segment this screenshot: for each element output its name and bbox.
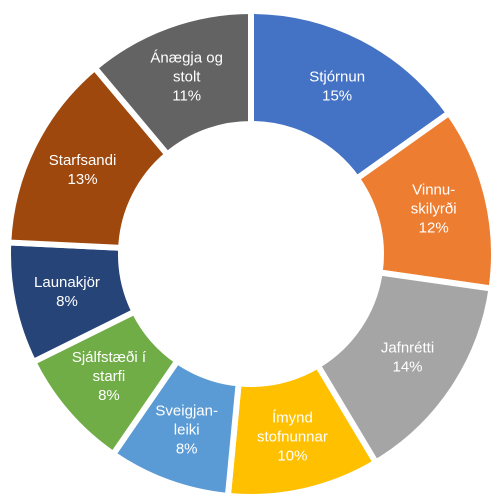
value-label: 12%: [419, 220, 449, 237]
segment-label: Jafnrétti: [381, 340, 434, 357]
value-label: 8%: [176, 441, 198, 458]
value-label: 11%: [172, 87, 201, 104]
value-label: 8%: [98, 387, 120, 404]
segment-label: Vinnu-skilyrði: [411, 182, 457, 218]
value-label: 14%: [393, 359, 423, 376]
donut-segment: [90, 7, 254, 159]
segment-label: Starfsandi: [49, 152, 117, 169]
value-label: 13%: [68, 171, 98, 188]
value-label: 15%: [322, 87, 352, 104]
value-label: 10%: [277, 447, 307, 464]
segment-label: Ímynd stofnunnar: [257, 409, 328, 445]
segment-label: Ánægja og stolt: [150, 49, 223, 85]
segment-label: Sveigjan-leiki: [155, 403, 218, 439]
segment-label: Launakjör: [34, 274, 100, 291]
segment-label: Stjórnun: [309, 68, 365, 85]
value-label: 8%: [56, 293, 78, 310]
segment-label: Sjálfstæði í starfi: [72, 349, 147, 385]
